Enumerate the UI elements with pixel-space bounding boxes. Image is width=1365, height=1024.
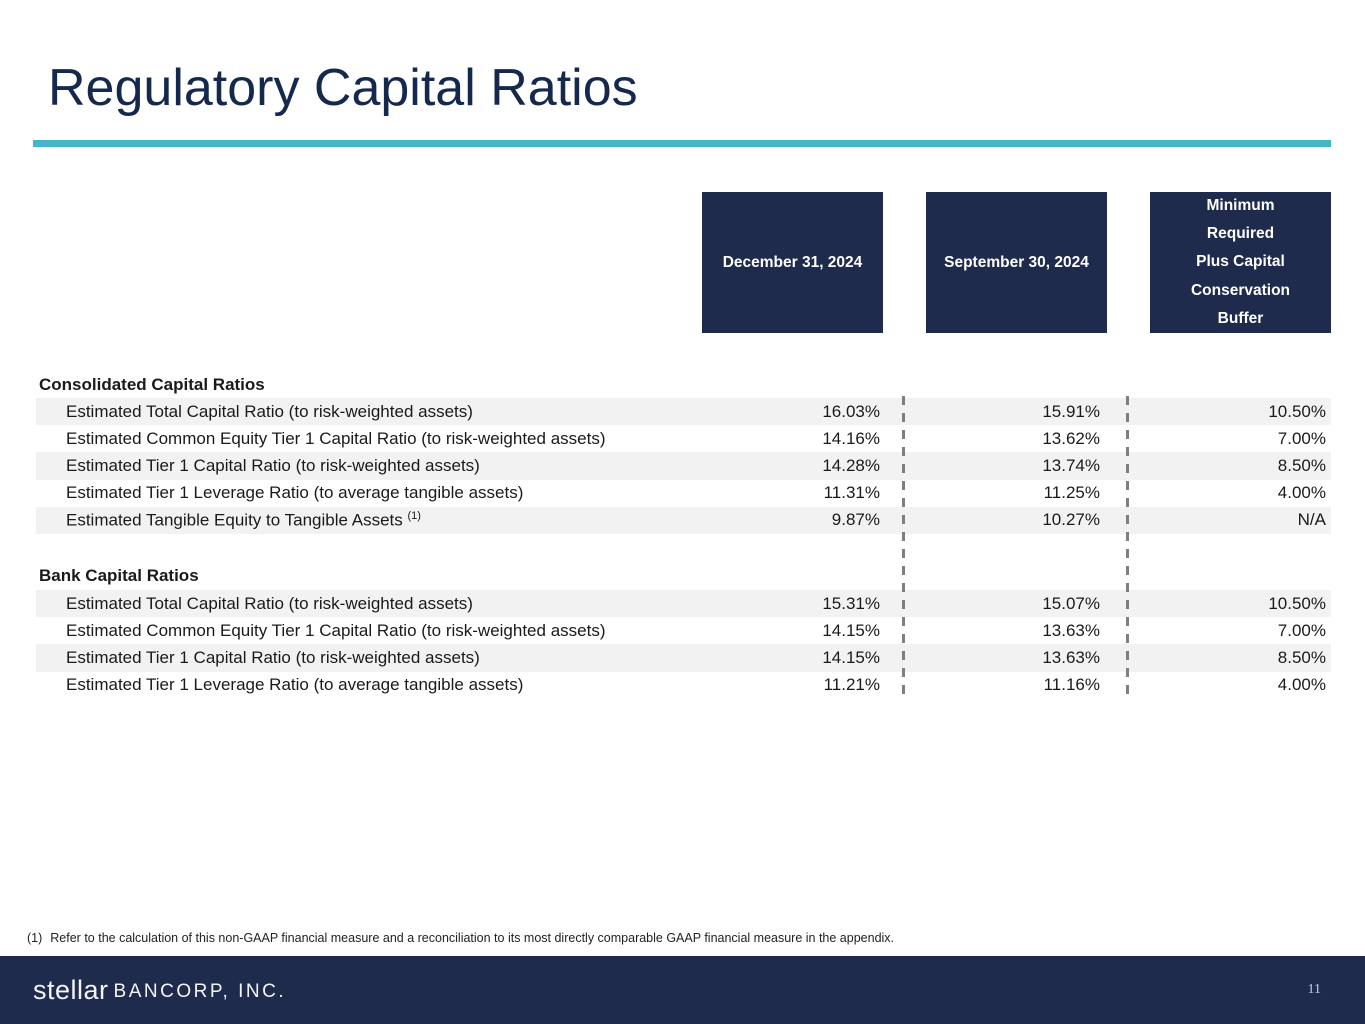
row-label: Estimated Tier 1 Capital Ratio (to risk-… [66,647,480,667]
value-minimum-required: 10.50% [1268,593,1326,613]
table-row: Estimated Common Equity Tier 1 Capital R… [36,617,1331,644]
footnote: (1) Refer to the calculation of this non… [27,931,894,945]
value-sep-30-2024: 11.25% [1043,483,1100,503]
footnote-reference: (1) [407,510,421,523]
table-row: Estimated Common Equity Tier 1 Capital R… [36,425,1331,452]
column-separator-dashed [902,396,905,701]
value-dec-31-2024: 11.31% [823,483,880,503]
value-sep-30-2024: 15.07% [1042,593,1100,613]
value-minimum-required: 7.00% [1277,620,1326,640]
footnote-marker: (1) [27,931,43,945]
stellar-bancorp-logo: stellar BANCORP, INC. [33,956,286,1024]
row-label-text: Estimated Tangible Equity to Tangible As… [66,510,403,530]
page-title: Regulatory Capital Ratios [48,59,638,117]
footnote-text: Refer to the calculation of this non-GAA… [50,931,895,945]
value-minimum-required: 4.00% [1277,675,1326,695]
column-separator-dashed [1126,396,1129,701]
column-header-december-31-2024: December 31, 2024 [702,192,883,333]
value-minimum-required: 4.00% [1277,483,1326,503]
value-minimum-required: N/A [1297,510,1326,530]
value-sep-30-2024: 10.27% [1042,510,1100,530]
title-underline-rule [33,140,1331,147]
row-label: Estimated Tier 1 Leverage Ratio (to aver… [66,675,524,695]
section-header-bank: Bank Capital Ratios [39,565,199,585]
value-sep-30-2024: 13.63% [1042,647,1100,667]
row-label: Estimated Tier 1 Leverage Ratio (to aver… [66,483,524,503]
row-label: Estimated Common Equity Tier 1 Capital R… [66,620,606,640]
value-dec-31-2024: 14.28% [822,455,880,475]
value-dec-31-2024: 9.87% [831,510,880,530]
value-minimum-required: 8.50% [1277,455,1326,475]
row-label: Estimated Tier 1 Capital Ratio (to risk-… [66,455,480,475]
section-header-consolidated: Consolidated Capital Ratios [39,374,265,394]
value-sep-30-2024: 11.16% [1043,675,1100,695]
logo-wordmark-bancorp: BANCORP, INC. [113,980,287,1002]
value-dec-31-2024: 14.15% [822,620,880,640]
value-sep-30-2024: 13.62% [1042,428,1100,448]
value-dec-31-2024: 16.03% [822,401,880,421]
table-row: Estimated Tier 1 Leverage Ratio (to aver… [36,480,1331,507]
value-minimum-required: 8.50% [1277,647,1326,667]
value-minimum-required: 7.00% [1277,428,1326,448]
capital-ratios-table: Consolidated Capital Ratios Estimated To… [36,371,1331,699]
section-gap [36,534,1331,562]
value-sep-30-2024: 15.91% [1042,401,1100,421]
table-row: Estimated Tier 1 Capital Ratio (to risk-… [36,644,1331,672]
logo-wordmark-stellar: stellar [33,974,109,1005]
table-row: Estimated Total Capital Ratio (to risk-w… [36,398,1331,426]
value-sep-30-2024: 13.63% [1042,620,1100,640]
row-label: Estimated Total Capital Ratio (to risk-w… [66,401,473,421]
value-sep-30-2024: 13.74% [1042,455,1100,475]
page-number: 11 [1307,982,1321,997]
value-dec-31-2024: 14.16% [822,428,880,448]
column-header-september-30-2024: September 30, 2024 [926,192,1107,333]
column-header-minimum-required-buffer: Minimum Required Plus Capital Conservati… [1150,192,1331,333]
table-row: Estimated Tier 1 Capital Ratio (to risk-… [36,452,1331,480]
table-row: Estimated Tier 1 Leverage Ratio (to aver… [36,672,1331,699]
table-row: Estimated Total Capital Ratio (to risk-w… [36,589,1331,618]
row-label: Estimated Total Capital Ratio (to risk-w… [66,593,473,613]
value-dec-31-2024: 14.15% [822,647,880,667]
value-dec-31-2024: 15.31% [822,593,880,613]
value-minimum-required: 10.50% [1268,401,1326,421]
footer-bar: stellar BANCORP, INC. 11 [0,956,1365,1024]
value-dec-31-2024: 11.21% [823,675,880,695]
row-label: Estimated Common Equity Tier 1 Capital R… [66,428,606,448]
table-row: Estimated Tangible Equity to Tangible As… [36,506,1331,534]
row-label: Estimated Tangible Equity to Tangible As… [36,510,700,531]
